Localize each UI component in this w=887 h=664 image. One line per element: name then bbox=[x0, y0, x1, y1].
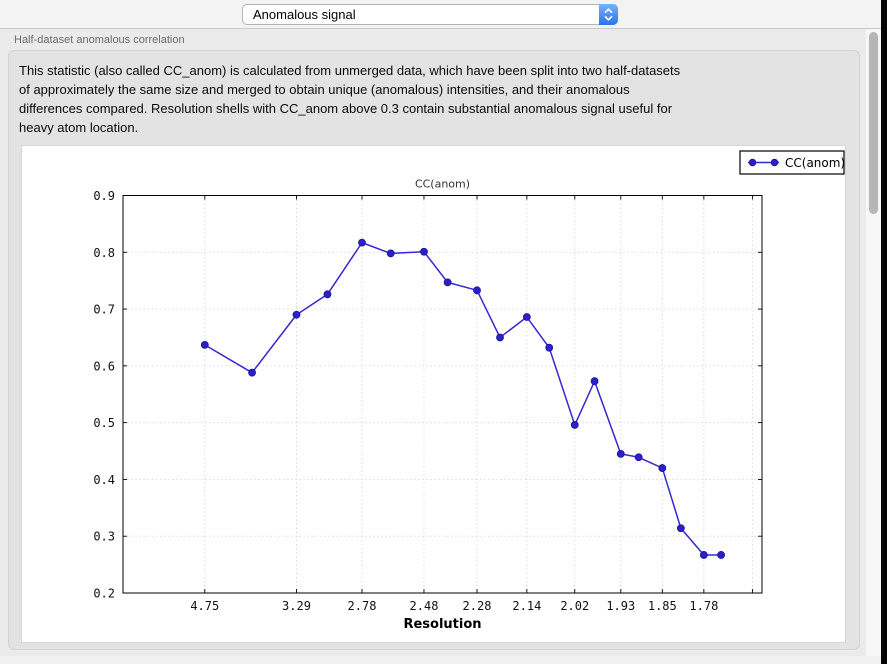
anomalous-correlation-groupbox: This statistic (also called CC_anom) is … bbox=[8, 50, 860, 650]
x-tick-label: 2.14 bbox=[512, 599, 541, 613]
x-axis-label: Resolution bbox=[403, 617, 481, 632]
chart-title: CC(anom) bbox=[415, 178, 470, 191]
data-point bbox=[200, 340, 209, 349]
legend-label: CC(anom) bbox=[785, 156, 845, 170]
data-point bbox=[545, 343, 554, 352]
y-tick-label: 0.7 bbox=[93, 303, 115, 317]
description-text: This statistic (also called CC_anom) is … bbox=[19, 61, 680, 137]
legend-box bbox=[739, 150, 845, 175]
window-edge bbox=[881, 0, 887, 664]
x-tick-label: 1.93 bbox=[606, 599, 635, 613]
data-point bbox=[358, 238, 366, 247]
y-tick-label: 0.4 bbox=[93, 473, 115, 487]
y-tick-label: 0.8 bbox=[93, 246, 115, 260]
x-tick-label: 2.78 bbox=[348, 599, 377, 613]
scrollbar-track[interactable] bbox=[866, 29, 881, 664]
data-point bbox=[248, 368, 256, 377]
data-point bbox=[292, 310, 301, 319]
legend-marker bbox=[770, 158, 779, 167]
legend-marker bbox=[748, 158, 757, 167]
chart-panel: 0.2 0.3 0.4 0.5 0.6 0.7 0.8 0.9 4.75 3.29 2.78 2.48… bbox=[21, 145, 846, 643]
data-point bbox=[522, 313, 531, 321]
description-line: This statistic (also called CC_anom) is … bbox=[19, 63, 681, 78]
section-title: Half-dataset anomalous correlation bbox=[14, 34, 185, 46]
x-tick-label: 1.78 bbox=[689, 599, 718, 613]
description-line: differences compared. Resolution shells … bbox=[19, 101, 673, 116]
data-point bbox=[658, 464, 667, 472]
x-tick-label: 1.85 bbox=[648, 599, 677, 613]
y-tick-label: 0.5 bbox=[93, 416, 115, 430]
scrollbar-thumb[interactable] bbox=[869, 32, 878, 214]
toolbar: Anomalous signal bbox=[0, 0, 881, 29]
y-tick-label: 0.2 bbox=[93, 587, 115, 601]
data-point bbox=[717, 551, 726, 559]
data-point bbox=[699, 551, 708, 559]
data-point bbox=[590, 377, 599, 386]
description-line: heavy atom location. bbox=[19, 120, 139, 135]
x-tick-label: 3.29 bbox=[282, 599, 311, 613]
window-bottom-strip bbox=[0, 656, 881, 664]
cc-anom-chart: 0.2 0.3 0.4 0.5 0.6 0.7 0.8 0.9 4.75 3.29 2.78 2.48… bbox=[93, 150, 845, 632]
x-tick-label: 2.02 bbox=[560, 599, 589, 613]
data-point bbox=[323, 290, 332, 299]
y-tick-label: 0.9 bbox=[93, 189, 115, 203]
data-point bbox=[496, 333, 504, 342]
axes-frame bbox=[122, 195, 763, 594]
data-point bbox=[676, 524, 685, 533]
data-point bbox=[634, 453, 643, 462]
data-point bbox=[443, 278, 452, 287]
y-tick-label: 0.6 bbox=[93, 359, 115, 373]
x-tick-label: 2.28 bbox=[463, 599, 492, 613]
data-point bbox=[420, 247, 428, 256]
description-line: of approximately the same size and merge… bbox=[19, 82, 630, 97]
data-point bbox=[570, 421, 579, 429]
y-tick-label: 0.3 bbox=[93, 530, 115, 544]
plot-type-dropdown-value: Anomalous signal bbox=[253, 7, 356, 22]
dropdown-stepper-icon bbox=[599, 4, 618, 25]
data-point bbox=[386, 249, 395, 258]
plot-type-dropdown[interactable]: Anomalous signal bbox=[242, 4, 618, 25]
series-line bbox=[204, 241, 722, 556]
x-tick-label: 2.48 bbox=[410, 599, 439, 613]
data-point bbox=[473, 286, 481, 295]
x-tick-label: 4.75 bbox=[190, 599, 219, 613]
data-point bbox=[616, 449, 625, 458]
